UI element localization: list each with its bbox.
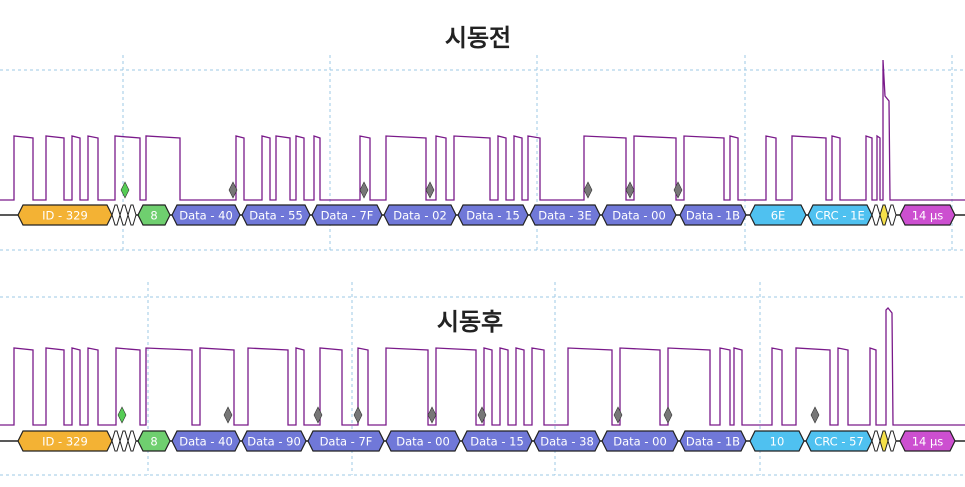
bit-cell	[887, 430, 897, 452]
decode-label: Data - 90	[247, 435, 301, 449]
marker	[477, 406, 487, 424]
decode-label: Data - 15	[470, 435, 524, 449]
decode-label: ID - 329	[42, 435, 88, 449]
decode-label: Data - 00	[613, 435, 667, 449]
bit-cell	[879, 430, 889, 452]
decode-label: Data - 7F	[320, 435, 373, 449]
decode-label: Data - 55	[249, 209, 303, 223]
decode-label: 10	[770, 435, 785, 449]
bit-cell	[111, 430, 121, 452]
decode-segment	[807, 204, 873, 226]
marker	[117, 406, 127, 424]
decode-segment	[749, 430, 805, 452]
decode-label: 14 µs	[912, 435, 944, 449]
decode-segment	[241, 204, 311, 226]
marker	[359, 181, 369, 199]
decode-segment	[679, 430, 747, 452]
marker	[120, 181, 130, 199]
decode-label: Data - 7F	[321, 209, 374, 223]
decode-segment	[171, 204, 241, 226]
decode-segment	[17, 204, 113, 226]
marker	[353, 406, 363, 424]
decode-label: 6E	[771, 209, 786, 223]
decode-segment	[241, 430, 307, 452]
bit-cell	[127, 430, 137, 452]
marker	[583, 181, 593, 199]
decode-label: 8	[150, 435, 157, 449]
bit-cell	[111, 204, 121, 226]
marker	[223, 406, 233, 424]
decode-label: Data - 38	[540, 435, 594, 449]
marker	[228, 181, 238, 199]
bit-cell	[871, 204, 881, 226]
bit-cell	[879, 204, 889, 226]
decode-segment	[529, 204, 601, 226]
decode-segment	[17, 430, 113, 452]
decode-label: 8	[150, 209, 157, 223]
marker	[663, 406, 673, 424]
decode-label: Data - 40	[179, 209, 233, 223]
decode-label: Data - 00	[396, 435, 450, 449]
marker	[313, 406, 323, 424]
decode-segment	[137, 430, 171, 452]
decode-segment	[383, 204, 457, 226]
decode-label: CRC - 57	[814, 435, 864, 449]
decode-label: ID - 329	[42, 209, 88, 223]
bit-cell	[127, 204, 137, 226]
decode-segment	[749, 204, 807, 226]
decode-segment	[137, 204, 171, 226]
decode-segment	[307, 430, 385, 452]
marker	[673, 181, 683, 199]
bit-cell	[871, 430, 881, 452]
panel-title: 시동전	[445, 24, 511, 52]
decode-segment	[601, 204, 677, 226]
marker	[425, 181, 435, 199]
bit-cell	[887, 204, 897, 226]
panel-title: 시동후	[437, 308, 503, 336]
decode-segment	[385, 430, 461, 452]
decode-segment	[805, 430, 873, 452]
bit-cell	[119, 430, 129, 452]
bit-cell	[119, 204, 129, 226]
decode-label: Data - 1B	[686, 435, 740, 449]
decode-segment	[533, 430, 601, 452]
marker	[810, 406, 820, 424]
decode-segment	[899, 430, 956, 452]
decode-label: CRC - 1E	[815, 209, 865, 223]
decode-label: Data - 00	[612, 209, 666, 223]
decode-segment	[601, 430, 679, 452]
decode-label: 14 µs	[912, 209, 944, 223]
decode-segment	[679, 204, 747, 226]
decode-label: Data - 3E	[538, 209, 592, 223]
decode-label: Data - 15	[466, 209, 520, 223]
waveform	[0, 307, 965, 426]
decode-segment	[461, 430, 533, 452]
decode-label: Data - 1B	[686, 209, 740, 223]
marker	[613, 406, 623, 424]
decode-label: Data - 40	[179, 435, 233, 449]
marker	[625, 181, 635, 199]
marker	[427, 406, 437, 424]
decode-segment	[457, 204, 529, 226]
decode-label: Data - 02	[393, 209, 447, 223]
decode-segment	[171, 430, 241, 452]
decode-segment	[899, 204, 956, 226]
waveform	[0, 59, 965, 201]
decode-segment	[311, 204, 383, 226]
